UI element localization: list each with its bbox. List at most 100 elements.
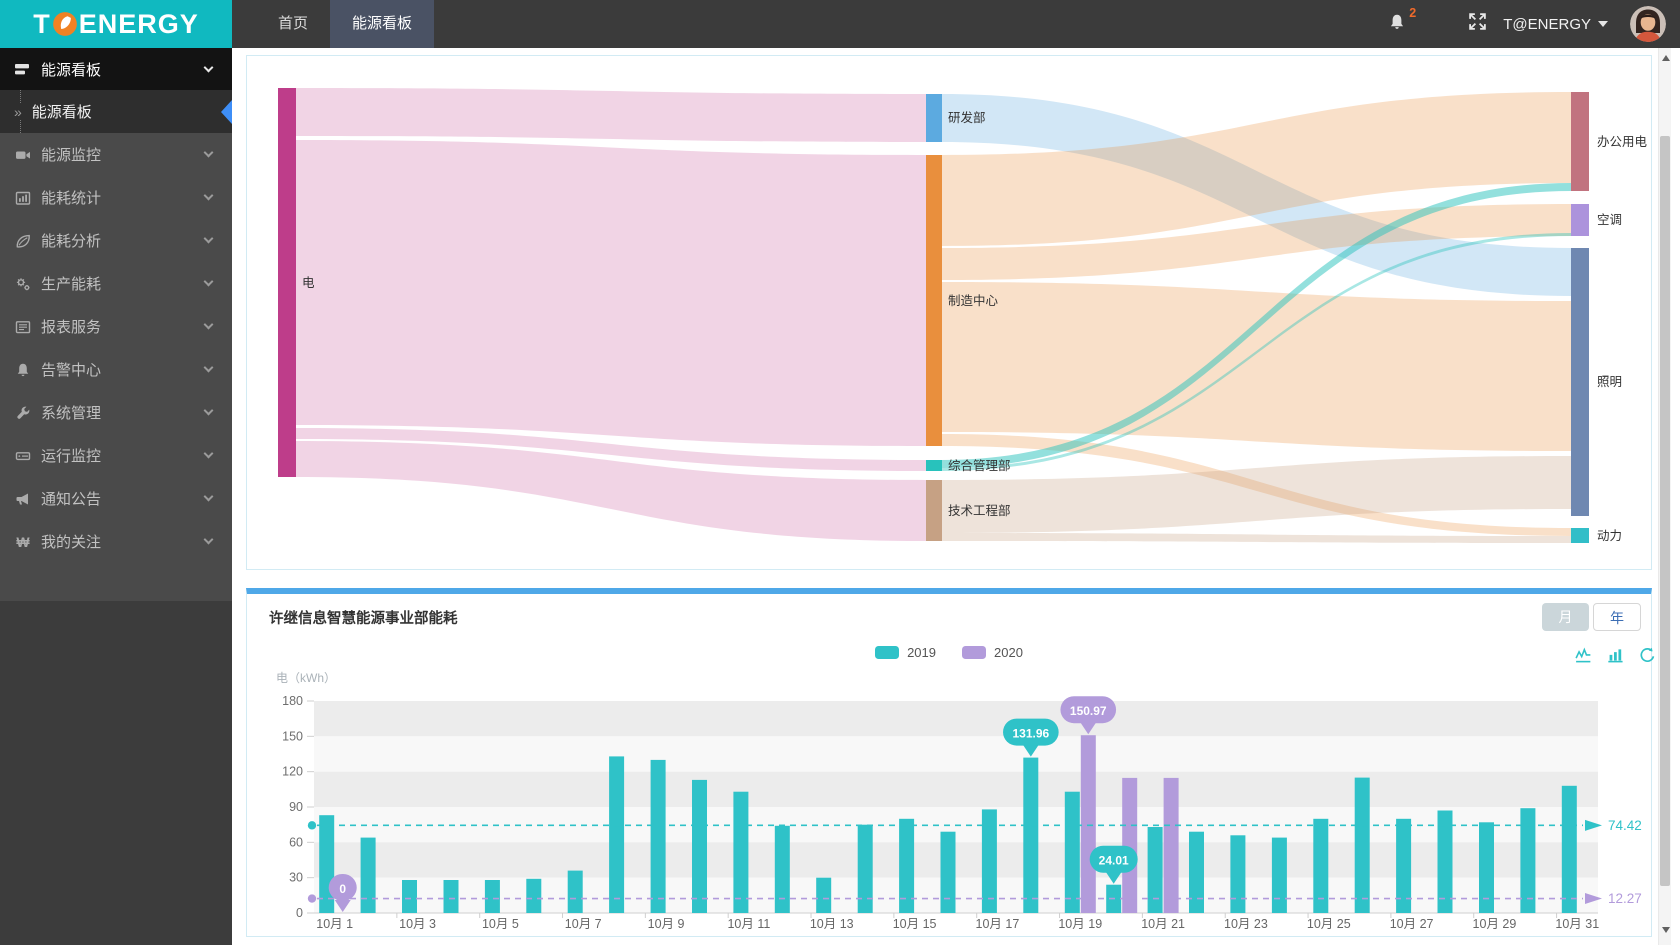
bar-2019-day21[interactable]	[1147, 827, 1163, 913]
bar-2020-day21[interactable]	[1163, 777, 1179, 913]
sankey-link-manufacturing-ac[interactable]	[942, 204, 1571, 280]
refresh-icon[interactable]	[1638, 646, 1657, 670]
scroll-down-button[interactable]	[1659, 923, 1672, 937]
sankey-node-lighting[interactable]	[1571, 248, 1589, 516]
bar-2019-day30[interactable]	[1520, 808, 1536, 913]
bar-2019-day27[interactable]	[1396, 818, 1412, 913]
sankey-node-ac[interactable]	[1571, 204, 1589, 236]
bar-2019-day15[interactable]	[899, 818, 915, 913]
sankey-link-admin-ac[interactable]	[942, 233, 1571, 471]
bar-2019-day7[interactable]	[567, 870, 583, 913]
mark-point-2019-max[interactable]: 131.96	[1003, 718, 1059, 757]
sankey-node-engineering[interactable]	[926, 480, 942, 541]
scrollbar-thumb[interactable]	[1660, 136, 1670, 886]
sidebar-item-system-management[interactable]: 系统管理	[0, 391, 232, 434]
bar-2019-day8[interactable]	[609, 756, 625, 913]
sidebar-item-operation-monitoring[interactable]: 运行监控	[0, 434, 232, 477]
legend-item-2020[interactable]: 2020	[962, 645, 1023, 660]
sankey-node-manufacturing[interactable]	[926, 155, 942, 446]
bar-2019-day10[interactable]	[692, 779, 707, 913]
sankey-chart: 电 研发部 制造中心 综合管理部 技术工程部 办公用电 空调 照明 动力	[278, 88, 1648, 543]
bar-2019-day9[interactable]	[650, 759, 666, 913]
bar-2019-day16[interactable]	[940, 831, 956, 913]
sankey-link-engineering-power[interactable]	[942, 533, 1571, 543]
sidebar-item-notice[interactable]: 通知公告	[0, 477, 232, 520]
bar-2019-day26[interactable]	[1354, 777, 1370, 913]
bar-2019-day2[interactable]	[360, 837, 376, 913]
sankey-node-rd[interactable]	[926, 94, 942, 142]
sidebar-item-energy-dashboard-root[interactable]: 能源看板	[0, 48, 232, 90]
toggle-month-button[interactable]: 月	[1542, 603, 1589, 631]
sidebar-item-label: 报表服务	[41, 319, 102, 336]
bar-2019-day31[interactable]	[1561, 785, 1577, 913]
bar-2020-day19[interactable]	[1080, 735, 1096, 913]
account-menu[interactable]: T@ENERGY	[1503, 16, 1608, 33]
vertical-scrollbar[interactable]	[1658, 48, 1671, 945]
x-tick-label: 10月 17	[976, 917, 1020, 931]
bar-2019-day14[interactable]	[857, 824, 873, 913]
bar-2019-day3[interactable]	[402, 880, 417, 913]
sidebar-item-my-watchlist[interactable]: ₩ 我的关注	[0, 520, 232, 563]
sidebar-item-report-service[interactable]: 报表服务	[0, 305, 232, 348]
bar-2019-day11[interactable]	[733, 791, 749, 913]
sidebar-item-energy-analysis[interactable]: 能耗分析	[0, 219, 232, 262]
tab-home[interactable]: 首页	[278, 15, 309, 32]
bar-2019-day28[interactable]	[1437, 810, 1453, 914]
sidebar-item-energy-dashboard[interactable]: » 能源看板	[0, 90, 232, 133]
sankey-node-electricity[interactable]	[278, 88, 296, 477]
mark-point-2019-min[interactable]: 24.01	[1089, 845, 1138, 884]
sankey-link-engineering-lighting[interactable]	[942, 456, 1571, 533]
sankey-link-admin-office[interactable]	[942, 183, 1571, 468]
sankey-node-power[interactable]	[1571, 528, 1589, 543]
bar-2019-day5[interactable]	[484, 880, 500, 913]
avatar[interactable]	[1630, 6, 1666, 42]
y-tick-label: 120	[282, 765, 303, 779]
chevron-down-icon	[203, 491, 214, 502]
fullscreen-button[interactable]	[1468, 12, 1487, 36]
bar-2019-day25[interactable]	[1313, 818, 1329, 913]
bar-2019-day17[interactable]	[981, 809, 997, 913]
sankey-node-office[interactable]	[1571, 92, 1589, 191]
sidebar-item-production-energy[interactable]: 生产能耗	[0, 262, 232, 305]
bar-2019-day13[interactable]	[816, 877, 832, 913]
bar-chart-toggle-icon[interactable]	[1606, 646, 1625, 670]
sidebar-item-alarm-center[interactable]: 告警中心	[0, 348, 232, 391]
grid-band	[314, 701, 1598, 737]
legend-item-2019[interactable]: 2019	[875, 645, 936, 660]
y-tick-label: 0	[296, 906, 303, 920]
bar-2019-day12[interactable]	[774, 825, 790, 913]
sankey-link-electricity-rd[interactable]	[296, 88, 926, 142]
bar-2019-day24[interactable]	[1271, 837, 1287, 913]
bell-icon	[1391, 14, 1404, 29]
bar-2019-day29[interactable]	[1479, 822, 1494, 913]
notification-badge: 2	[1409, 5, 1417, 20]
chevron-down-icon	[203, 319, 214, 330]
mark-point-2020-min[interactable]: 0	[328, 874, 357, 912]
sankey-link-manufacturing-office[interactable]	[942, 92, 1571, 246]
scroll-up-button[interactable]	[1659, 51, 1672, 65]
notifications-button[interactable]: 2	[1388, 6, 1416, 36]
sankey-link-electricity-admin[interactable]	[296, 428, 926, 471]
bar-2019-day4[interactable]	[443, 880, 459, 913]
sankey-link-electricity-engineering[interactable]	[296, 441, 926, 541]
x-tick-label: 10月 11	[727, 917, 770, 931]
bar-2019-day18[interactable]	[1023, 757, 1039, 913]
mark-point-2020-max[interactable]: 150.97	[1060, 696, 1117, 735]
bar-2019-day22[interactable]	[1189, 831, 1204, 913]
sankey-link-rd-lighting[interactable]	[942, 94, 1571, 296]
caret-down-icon	[1598, 21, 1608, 27]
sidebar-item-energy-stats[interactable]: 能耗统计	[0, 176, 232, 219]
tab-energy-dashboard[interactable]: 能源看板	[330, 0, 435, 48]
sankey-link-electricity-manufacturing[interactable]	[296, 140, 926, 446]
x-tick-label: 10月 7	[565, 917, 602, 931]
toggle-year-button[interactable]: 年	[1593, 603, 1641, 631]
bar-2020-day20[interactable]	[1122, 777, 1138, 913]
bar-2019-day6[interactable]	[526, 878, 542, 913]
sidebar-item-energy-monitoring[interactable]: 能源监控	[0, 133, 232, 176]
sankey-link-manufacturing-power[interactable]	[942, 434, 1571, 536]
bar-2019-day19[interactable]	[1064, 791, 1080, 913]
sankey-link-manufacturing-lighting[interactable]	[942, 282, 1571, 451]
line-chart-toggle-icon[interactable]	[1574, 646, 1593, 670]
sankey-node-admin[interactable]	[926, 460, 942, 471]
bar-2019-day23[interactable]	[1230, 835, 1246, 913]
